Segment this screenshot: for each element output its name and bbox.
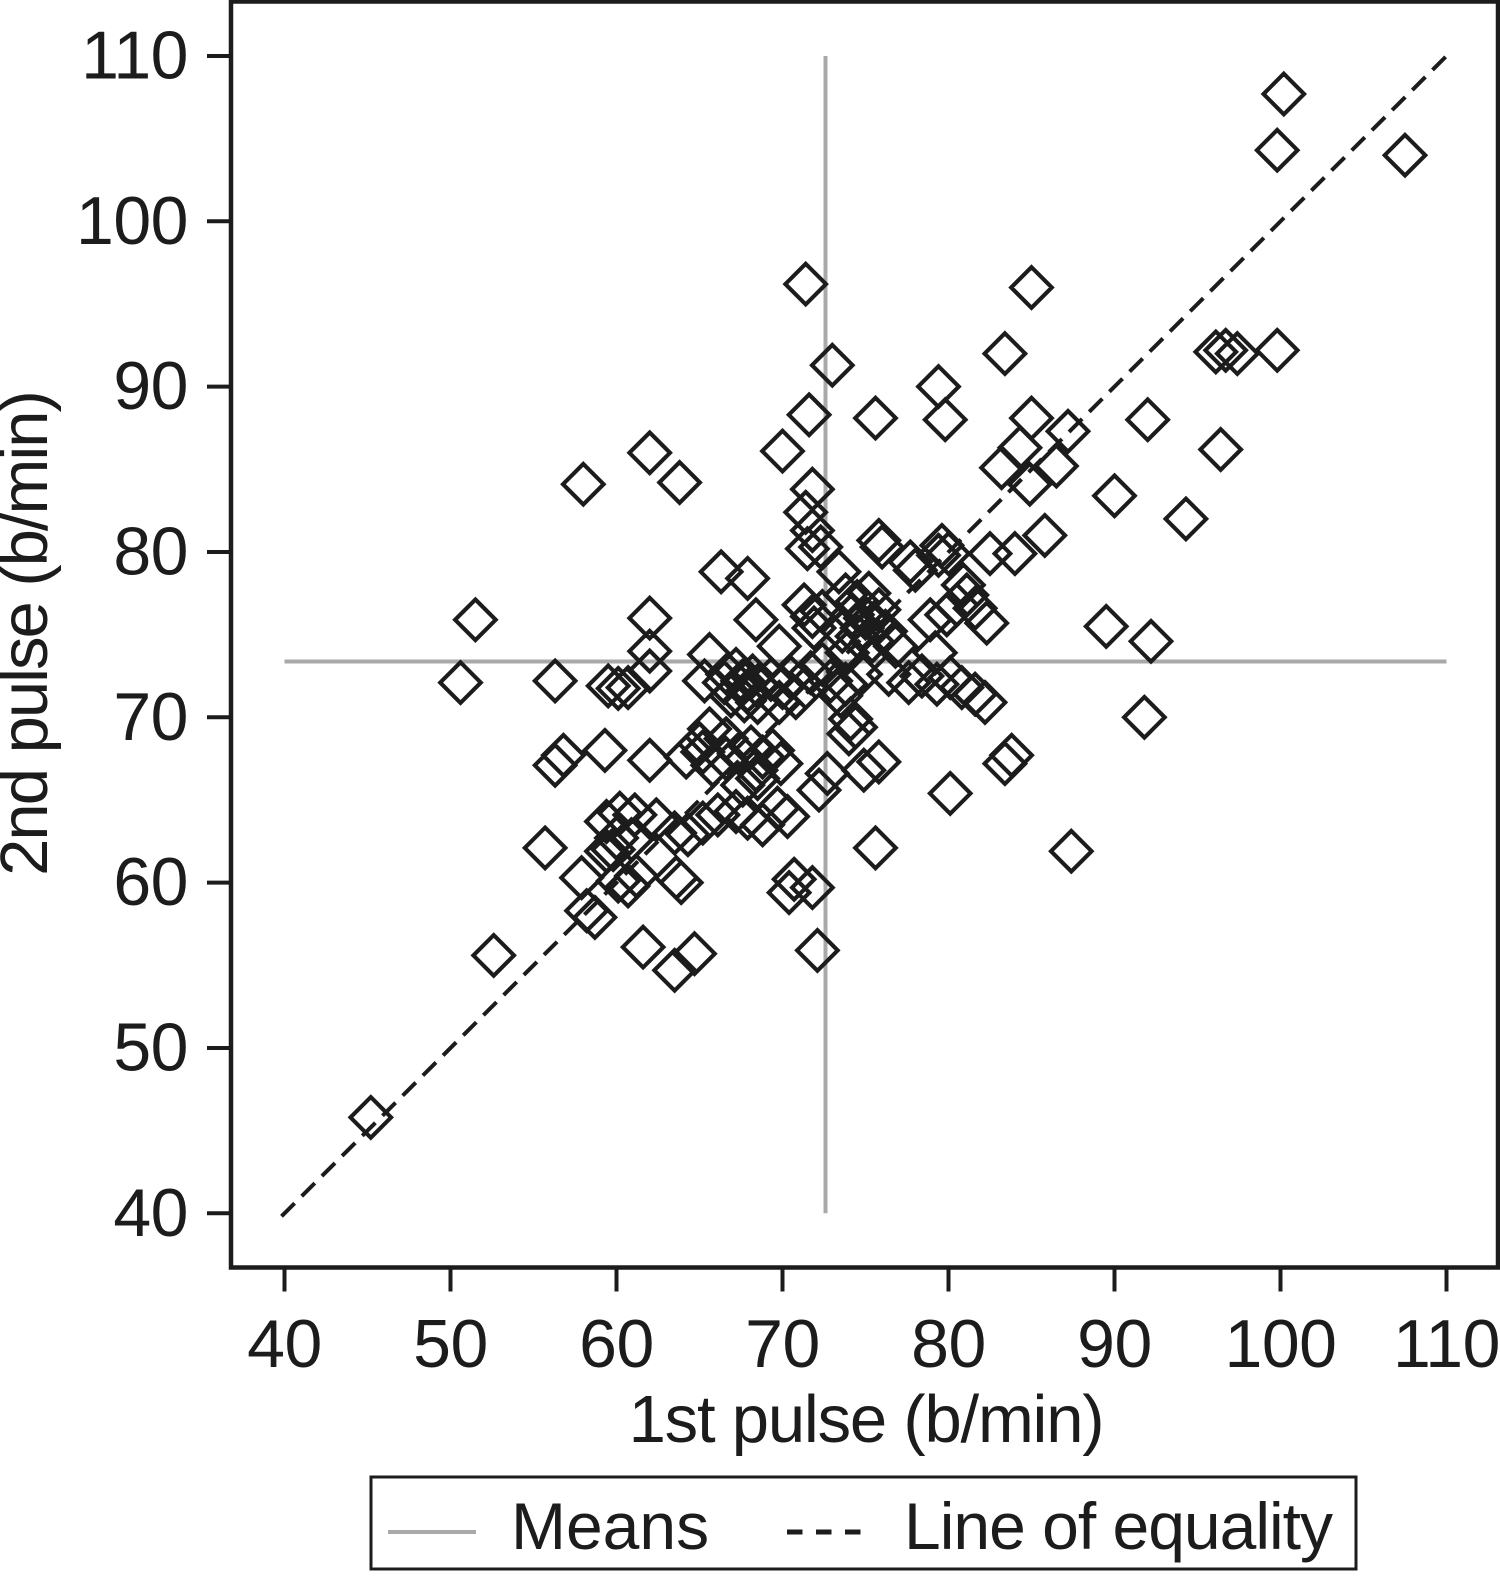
svg-text:80: 80 [911, 1306, 986, 1382]
svg-text:60: 60 [113, 844, 188, 920]
svg-text:40: 40 [247, 1306, 322, 1382]
svg-text:40: 40 [113, 1175, 188, 1251]
svg-text:110: 110 [1393, 1306, 1500, 1382]
svg-text:1st pulse (b/min): 1st pulse (b/min) [629, 1382, 1104, 1457]
svg-text:Line of equality: Line of equality [904, 1489, 1333, 1563]
svg-text:90: 90 [113, 348, 188, 424]
svg-text:110: 110 [81, 18, 188, 94]
svg-text:50: 50 [113, 1010, 188, 1086]
svg-text:2nd pulse (b/min): 2nd pulse (b/min) [0, 392, 62, 876]
svg-text:50: 50 [413, 1306, 488, 1382]
svg-text:Means: Means [511, 1489, 709, 1563]
svg-text:100: 100 [1225, 1306, 1337, 1382]
svg-text:60: 60 [579, 1306, 654, 1382]
svg-text:70: 70 [113, 679, 188, 755]
svg-text:80: 80 [113, 514, 188, 590]
svg-text:90: 90 [1077, 1306, 1152, 1382]
svg-text:70: 70 [745, 1306, 820, 1382]
svg-text:100: 100 [76, 183, 188, 259]
